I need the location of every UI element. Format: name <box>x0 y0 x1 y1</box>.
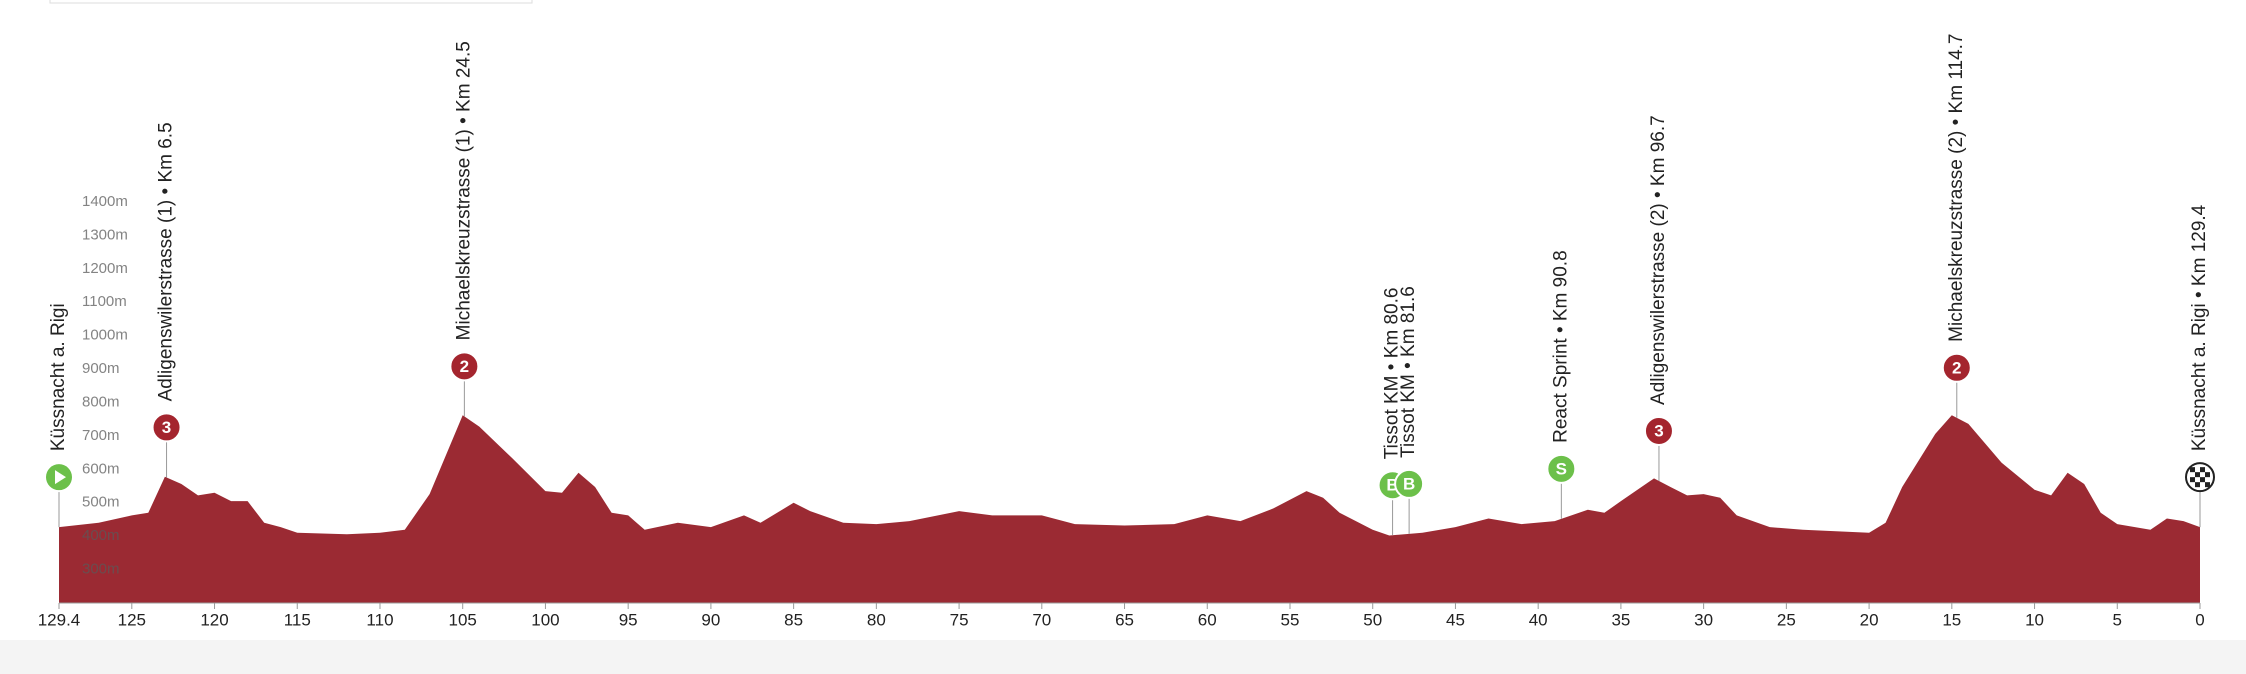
x-tick-label: 45 <box>1446 610 1465 629</box>
x-tick-label: 30 <box>1694 610 1713 629</box>
badge-circle <box>1643 415 1674 446</box>
badge-circle <box>151 412 182 443</box>
finish-check <box>2190 477 2195 483</box>
y-tick-label: 1100m <box>82 293 127 310</box>
x-tick-label: 10 <box>2025 610 2044 629</box>
y-tick-label: 800m <box>82 393 120 410</box>
finish-check <box>2205 482 2210 488</box>
marker-badge <box>44 462 74 493</box>
marker-badge: S <box>1546 453 1577 484</box>
finish-check <box>2195 482 2200 488</box>
y-tick-label: 1000m <box>82 327 128 344</box>
badge-text: B <box>1403 474 1415 493</box>
x-tick-label: 110 <box>366 610 393 629</box>
badge-text: 2 <box>460 357 469 376</box>
marker-label: Tissot KM • Km 80.6 <box>1382 288 1403 460</box>
y-tick-label: 300m <box>82 561 120 578</box>
x-tick-label: 115 <box>284 610 311 629</box>
start-play <box>55 470 66 485</box>
x-tick-label: 70 <box>1032 610 1051 629</box>
marker-label: Adligenswilerstrasse (2) • Km 96.7 <box>1648 115 1669 405</box>
x-tick-label: 5 <box>2113 610 2122 629</box>
finish-check <box>2195 472 2200 478</box>
x-tick-label: 50 <box>1363 610 1382 629</box>
badge-circle <box>1546 453 1577 484</box>
marker-label: Tissot KM • Km 81.6 <box>1398 286 1419 458</box>
marker-label: Michaelskreuzstrasse (1) • Km 24.5 <box>453 41 474 340</box>
elevation-area <box>59 415 2200 603</box>
x-tick-label: 35 <box>1611 610 1630 629</box>
x-tick-label: 125 <box>118 610 146 629</box>
finish-check <box>2205 472 2210 478</box>
footer-band <box>0 640 2246 674</box>
x-tick-label: 120 <box>200 610 228 629</box>
marker-badge: 2 <box>1941 352 1972 383</box>
badge-circle <box>449 351 480 382</box>
marker-badge: 2 <box>449 351 480 382</box>
badge-circle <box>1394 468 1425 499</box>
y-tick-label: 500m <box>82 494 120 511</box>
x-tick-label: 80 <box>867 610 886 629</box>
x-tick-label: 60 <box>1198 610 1217 629</box>
x-tick-label: 25 <box>1777 610 1796 629</box>
x-tick-label: 0 <box>2195 610 2204 629</box>
marker-badge: 3 <box>151 412 182 443</box>
y-tick-label: 1200m <box>82 260 128 277</box>
badge-text: 2 <box>1952 358 1961 377</box>
badge-text: 3 <box>162 418 171 437</box>
x-tick-label: 100 <box>531 610 559 629</box>
marker-label: React Sprint • Km 90.8 <box>1550 250 1571 443</box>
x-tick-label: 20 <box>1860 610 1879 629</box>
x-tick-label: 129.4 <box>38 610 81 629</box>
marker-badge <box>2185 462 2215 493</box>
finish-check <box>2200 477 2205 483</box>
marker-label: Küssnacht a. Rigi • Km 129.4 <box>2189 204 2210 451</box>
y-tick-label: 1400m <box>82 193 128 210</box>
marker-label: Adligenswilerstrasse (1) • Km 6.5 <box>156 122 177 401</box>
badge-text: S <box>1556 459 1567 478</box>
x-tick-label: 40 <box>1529 610 1548 629</box>
badge-circle <box>1941 352 1972 383</box>
marker-badge: B <box>1394 468 1425 499</box>
x-tick-label: 90 <box>701 610 720 629</box>
top-box <box>49 0 533 4</box>
x-tick-label: 55 <box>1281 610 1300 629</box>
x-tick-label: 75 <box>950 610 969 629</box>
y-tick-label: 600m <box>82 460 120 477</box>
y-tick-label: 400m <box>82 527 120 544</box>
x-tick-label: 15 <box>1942 610 1961 629</box>
finish-check <box>2190 467 2195 473</box>
x-tick-label: 95 <box>619 610 638 629</box>
marker-label: Küssnacht a. Rigi <box>48 303 69 451</box>
marker-label: Michaelskreuzstrasse (2) • Km 114.7 <box>1946 34 1967 342</box>
x-tick-label: 65 <box>1115 610 1134 629</box>
y-tick-label: 900m <box>82 360 120 377</box>
badge-text: 3 <box>1654 421 1663 440</box>
y-tick-label: 1300m <box>82 226 128 243</box>
x-tick-label: 85 <box>784 610 803 629</box>
x-tick-label: 105 <box>449 610 477 629</box>
marker-badge: 3 <box>1643 415 1674 446</box>
finish-check <box>2200 467 2205 473</box>
y-tick-label: 700m <box>82 427 120 444</box>
